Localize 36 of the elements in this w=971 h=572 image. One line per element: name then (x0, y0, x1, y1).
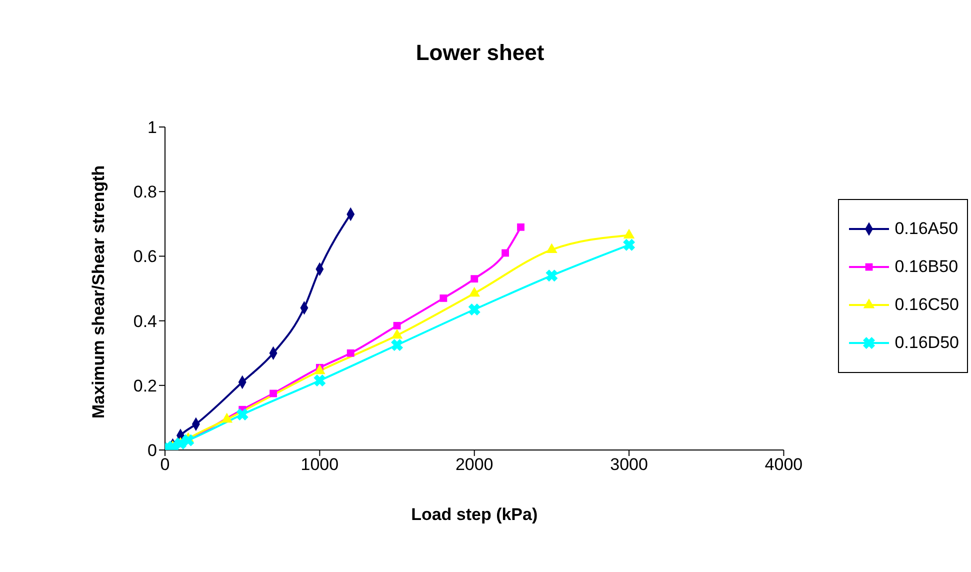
point (468, 304, 480, 316)
chart-title: Lower sheet (414, 40, 546, 66)
point (391, 339, 403, 351)
legend-label: 0.16A50 (894, 219, 958, 239)
point (546, 270, 558, 282)
y-tick-label: 0.8 (133, 182, 157, 202)
point (440, 294, 448, 302)
legend-label: 0.16B50 (894, 257, 958, 277)
point (314, 374, 326, 386)
x-tick-label: 2000 (455, 455, 494, 474)
point (517, 223, 524, 231)
point (221, 412, 233, 423)
y-tick-label: 0 (148, 441, 157, 460)
point (314, 364, 326, 374)
point (393, 322, 401, 330)
point (236, 408, 248, 420)
x-tick-label: 4000 (764, 455, 803, 474)
y-tick-label: 0.4 (133, 312, 157, 331)
legend-label: 0.16C50 (894, 295, 959, 315)
point (470, 275, 478, 283)
x-tick-label: 0 (160, 455, 170, 474)
y-tick-label: 0.6 (133, 247, 157, 266)
x-axis-title: Load step (kPa) (411, 505, 538, 524)
y-tick-label: 1 (148, 118, 157, 138)
point (346, 349, 354, 357)
x-tick-label: 3000 (610, 455, 648, 474)
point (468, 286, 480, 297)
x-tick-label: 1000 (300, 455, 339, 474)
point (391, 328, 403, 339)
y-tick-label: 0.2 (133, 376, 157, 396)
point (623, 239, 635, 251)
point (270, 390, 277, 398)
legend-label: 0.16D50 (894, 333, 959, 353)
point (182, 434, 194, 446)
point (502, 249, 510, 257)
y-axis-title: Maximum shear/Shear strength (89, 165, 108, 418)
